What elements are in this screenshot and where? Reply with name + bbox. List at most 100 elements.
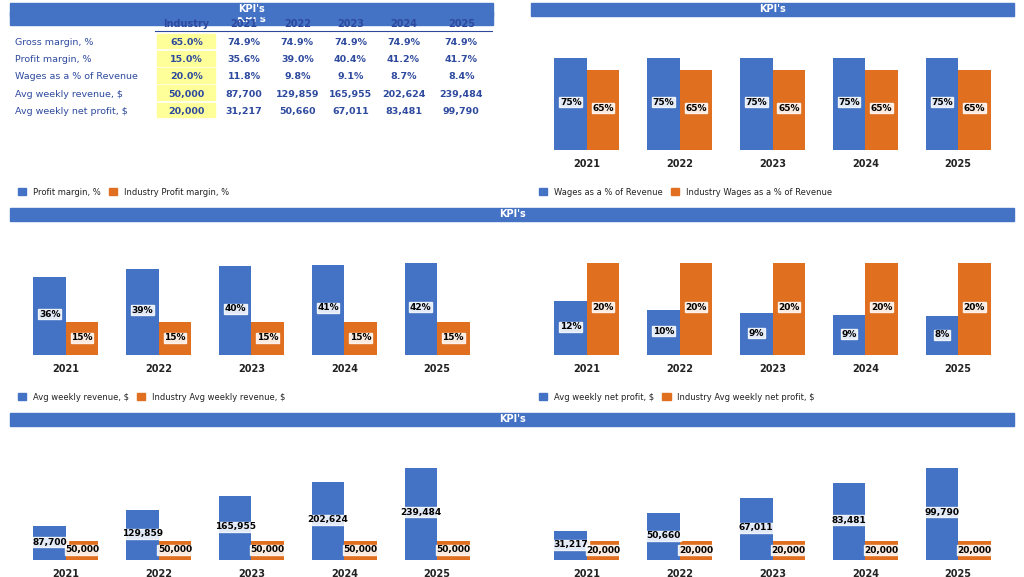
Text: 40.4%: 40.4% (334, 55, 367, 64)
Text: 87,700: 87,700 (33, 538, 67, 547)
Bar (647, 514, 680, 560)
Text: 87,700: 87,700 (226, 89, 262, 99)
Bar (554, 301, 587, 355)
Text: 74.9%: 74.9% (227, 38, 261, 47)
Text: 202,624: 202,624 (307, 515, 348, 524)
Text: 31,217: 31,217 (553, 540, 588, 549)
Text: 20,000: 20,000 (772, 546, 806, 554)
Text: 8.4%: 8.4% (449, 72, 474, 81)
Bar (311, 482, 344, 560)
Text: 35.6%: 35.6% (228, 55, 261, 64)
Bar (66, 541, 98, 560)
Bar (587, 70, 620, 149)
Bar (740, 499, 772, 560)
Text: 31,217: 31,217 (226, 107, 262, 116)
Text: 75%: 75% (560, 98, 582, 107)
Text: KPI's: KPI's (499, 414, 525, 424)
Text: 15%: 15% (72, 333, 93, 342)
Bar (926, 469, 958, 560)
Text: Avg weekly net profit, $: Avg weekly net profit, $ (15, 107, 128, 116)
Text: 239,484: 239,484 (400, 508, 441, 517)
Text: 10%: 10% (653, 327, 674, 336)
Text: 2024: 2024 (390, 19, 417, 29)
Text: 75%: 75% (652, 98, 675, 107)
Text: 65%: 65% (778, 104, 800, 113)
Bar (437, 322, 470, 355)
Bar (833, 315, 865, 355)
Bar (647, 58, 680, 149)
Bar (344, 541, 377, 560)
Bar (958, 264, 990, 355)
Bar (865, 541, 898, 560)
Bar (158, 103, 215, 117)
Text: 20%: 20% (964, 303, 985, 312)
Bar (158, 85, 215, 100)
Bar (680, 70, 713, 149)
Text: 239,484: 239,484 (439, 89, 483, 99)
Bar (34, 277, 66, 355)
Bar (311, 264, 344, 355)
Bar (159, 322, 191, 355)
Text: 65%: 65% (870, 104, 892, 113)
Text: 99,790: 99,790 (925, 508, 959, 517)
Text: 202,624: 202,624 (382, 89, 425, 99)
Text: 75%: 75% (745, 98, 767, 107)
Text: 15%: 15% (164, 333, 185, 342)
Bar (680, 264, 713, 355)
Text: 20,000: 20,000 (586, 546, 621, 554)
Bar (772, 70, 805, 149)
Bar (158, 51, 215, 66)
Bar (865, 70, 898, 149)
Text: 15%: 15% (257, 333, 279, 342)
Text: 83,481: 83,481 (385, 107, 422, 116)
Text: 165,955: 165,955 (215, 522, 256, 531)
Text: KPI's: KPI's (499, 209, 525, 219)
Bar (554, 531, 587, 560)
Text: 50,660: 50,660 (280, 107, 315, 116)
Bar (926, 58, 958, 149)
Bar (740, 313, 772, 355)
Text: 50,000: 50,000 (251, 545, 285, 554)
Text: 65%: 65% (593, 104, 614, 113)
Text: 9.8%: 9.8% (284, 72, 310, 81)
Text: 15%: 15% (442, 333, 464, 342)
Text: 41%: 41% (317, 304, 339, 312)
Text: 2023: 2023 (337, 19, 364, 29)
Bar (587, 541, 620, 560)
Bar (772, 541, 805, 560)
Text: 50,000: 50,000 (436, 545, 470, 554)
Text: 65.0%: 65.0% (170, 38, 203, 47)
Text: 67,011: 67,011 (739, 523, 773, 533)
Bar (158, 34, 215, 48)
Text: 20,000: 20,000 (957, 546, 991, 554)
Bar (158, 68, 215, 83)
Text: 20.0%: 20.0% (170, 72, 203, 81)
Text: 74.9%: 74.9% (281, 38, 313, 47)
Text: 50,000: 50,000 (66, 545, 99, 554)
Text: 129,859: 129,859 (122, 530, 163, 538)
Text: 74.9%: 74.9% (387, 38, 420, 47)
Text: 40%: 40% (224, 304, 246, 313)
Text: 9%: 9% (749, 328, 764, 338)
Bar (126, 269, 159, 355)
Text: 74.9%: 74.9% (334, 38, 367, 47)
Bar (833, 58, 865, 149)
Text: 42%: 42% (410, 303, 431, 312)
Bar (865, 264, 898, 355)
Text: 75%: 75% (839, 98, 860, 107)
Text: 36%: 36% (39, 310, 60, 319)
Text: 15.0%: 15.0% (170, 55, 203, 64)
Bar (10, 12, 493, 25)
Bar (958, 541, 990, 560)
Text: KPI's: KPI's (759, 4, 785, 14)
Text: Profit margin, %: Profit margin, % (15, 55, 91, 64)
Bar (252, 322, 284, 355)
Bar (647, 310, 680, 355)
Bar (126, 510, 159, 560)
Text: 8%: 8% (934, 330, 949, 339)
Text: 50,000: 50,000 (158, 545, 191, 554)
Text: 20%: 20% (778, 303, 800, 312)
Text: 41.7%: 41.7% (444, 55, 478, 64)
Text: 165,955: 165,955 (329, 89, 372, 99)
Text: 8.7%: 8.7% (390, 72, 417, 81)
